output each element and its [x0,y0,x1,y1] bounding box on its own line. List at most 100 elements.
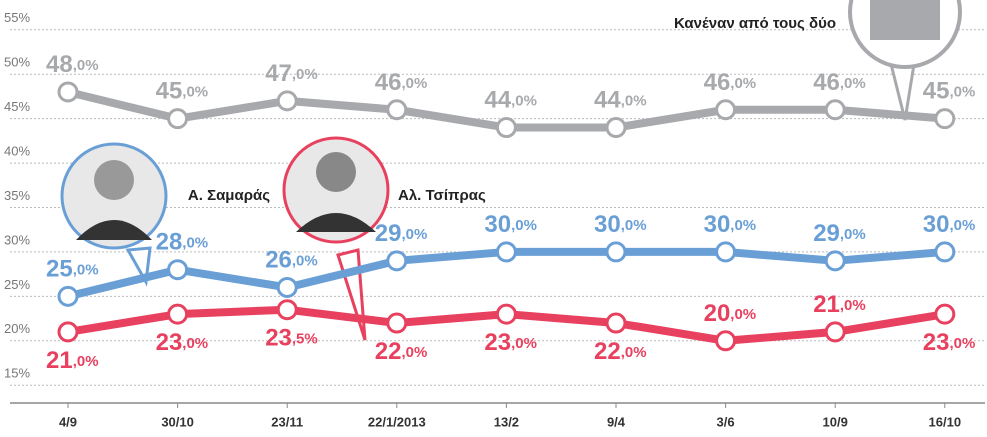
value-label-rest: ,0% [840,226,866,243]
x-tick-label: 30/10 [161,414,194,429]
value-label-main: 29 [375,220,402,247]
value-label-rest: ,0% [511,217,537,234]
value-label-rest: ,0% [730,217,756,234]
value-label: 46,0% [813,69,866,96]
data-point [495,303,517,325]
data-point [824,250,846,272]
data-point [824,321,846,343]
value-label-rest: ,0% [292,66,318,83]
value-label-rest: ,0% [73,57,99,74]
y-tick-label: 25% [4,277,30,292]
value-label-main: 29 [813,220,840,247]
value-label-main: 30 [704,211,731,238]
data-point [276,276,298,298]
y-tick-label: 20% [4,321,30,336]
x-tick-label: 13/2 [494,414,519,429]
value-label: 30,0% [704,211,757,238]
value-label: 21,0% [813,291,866,318]
value-label-main: 25 [46,256,73,283]
value-label-rest: ,0% [730,75,756,92]
value-label: 29,0% [375,220,428,247]
value-label: 46,0% [704,69,757,96]
value-label-main: 46 [813,69,840,96]
value-label-rest: ,0% [402,226,428,243]
value-label-main: 44 [484,87,511,114]
x-tick-label: 3/6 [717,414,735,429]
data-point [824,99,846,121]
y-tick-label: 35% [4,188,30,203]
value-label: 30,0% [484,211,537,238]
x-tick-label: 4/9 [59,414,77,429]
y-tick-label: 55% [4,10,30,25]
value-label-main: 20 [704,300,731,327]
value-label: 23,0% [923,329,976,356]
data-point [715,330,737,352]
data-point [495,241,517,263]
value-label: 47,0% [265,60,318,87]
value-label-main: 23 [265,325,292,352]
value-label: 48,0% [46,51,99,78]
value-label-main: 48 [46,51,73,78]
data-point [167,303,189,325]
data-point [386,250,408,272]
x-tick-label: 9/4 [607,414,626,429]
y-tick-label: 40% [4,144,30,159]
value-label-rest: ,0% [402,75,428,92]
value-label: 22,0% [594,338,647,365]
value-label-rest: ,0% [511,335,537,352]
value-label-rest: ,0% [840,75,866,92]
value-label-main: 30 [594,211,621,238]
value-label-main: 44 [594,87,621,114]
data-point [57,285,79,307]
data-point [605,117,627,139]
data-point [605,241,627,263]
x-tick-label: 16/10 [929,414,962,429]
data-point [715,99,737,121]
data-point [495,117,517,139]
value-label-main: 46 [375,69,402,96]
value-label-main: 22 [594,338,621,365]
data-point [386,99,408,121]
data-point [934,241,956,263]
value-label-rest: ,0% [511,92,537,109]
value-label-main: 30 [484,211,511,238]
value-label-rest: ,0% [621,92,647,109]
y-tick-label: 30% [4,232,30,247]
value-label-main: 30 [923,211,950,238]
data-point [276,90,298,112]
value-label-rest: ,0% [292,252,318,269]
legend-label: Κανέναν από τους δύο [674,15,836,32]
value-label-rest: ,0% [840,297,866,314]
value-label: 30,0% [594,211,647,238]
value-label-rest: ,0% [621,344,647,361]
value-label-rest: ,0% [73,353,99,370]
value-label: 23,0% [484,329,537,356]
value-label-rest: ,0% [950,217,976,234]
x-tick-label: 22/1/2013 [368,414,426,429]
y-tick-label: 45% [4,99,30,114]
icon-none [848,0,962,121]
value-label-rest: ,0% [182,335,208,352]
value-label: 23,0% [156,329,209,356]
value-label-rest: ,0% [402,344,428,361]
value-label: 21,0% [46,347,99,374]
value-label-main: 23 [156,329,183,356]
value-label: 25,0% [46,256,99,283]
value-label-main: 46 [704,69,731,96]
data-point [386,312,408,334]
value-label-rest: ,0% [950,335,976,352]
value-label: 29,0% [813,220,866,247]
value-label: 26,0% [265,247,318,274]
value-label-main: 45 [156,78,183,105]
data-point [57,321,79,343]
data-point [934,108,956,130]
value-label-main: 28 [156,229,183,256]
photo-samaras [60,142,168,287]
value-label: 28,0% [156,229,209,256]
x-tick-label: 10/9 [823,414,848,429]
value-label: 23,5% [265,325,318,352]
legend-label: Α. Σαμαράς [188,187,270,204]
value-label-rest: ,0% [182,84,208,101]
value-label-main: 21 [46,347,73,374]
value-label: 20,0% [704,300,757,327]
